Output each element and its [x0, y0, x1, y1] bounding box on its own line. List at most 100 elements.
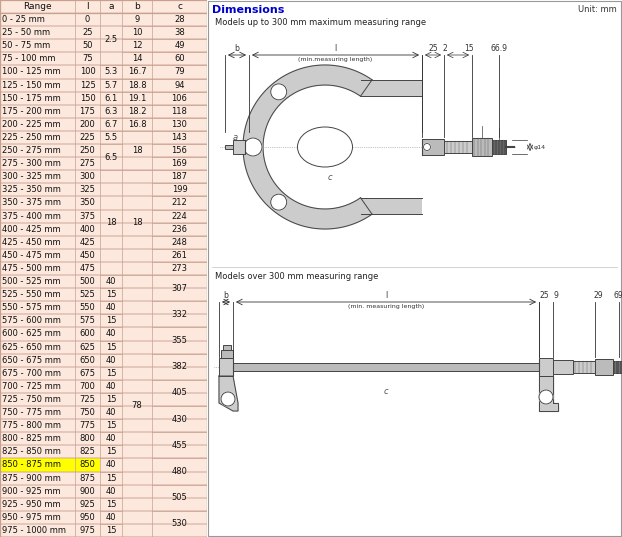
Text: 800 - 825 mm: 800 - 825 mm	[2, 434, 61, 443]
Text: 60: 60	[174, 54, 185, 63]
Text: c: c	[177, 2, 182, 11]
Circle shape	[221, 392, 235, 406]
Text: 975 - 1000 mm: 975 - 1000 mm	[2, 526, 66, 535]
Text: 40: 40	[106, 330, 116, 338]
Text: 750 - 775 mm: 750 - 775 mm	[2, 408, 61, 417]
Text: 925 - 950 mm: 925 - 950 mm	[2, 500, 60, 509]
Text: 25: 25	[539, 291, 549, 300]
Text: 75 - 100 mm: 75 - 100 mm	[2, 54, 55, 63]
Text: 38: 38	[174, 28, 185, 37]
Text: 15: 15	[106, 474, 116, 483]
Text: 224: 224	[172, 212, 187, 221]
Text: Unit: mm: Unit: mm	[578, 5, 617, 14]
Text: 18.2: 18.2	[128, 107, 146, 116]
Text: 16.7: 16.7	[128, 68, 146, 76]
Text: 455: 455	[172, 441, 187, 450]
Text: 625: 625	[80, 343, 95, 352]
Polygon shape	[219, 376, 238, 411]
Text: 15: 15	[106, 526, 116, 535]
Text: 150: 150	[80, 93, 95, 103]
Text: 18: 18	[132, 218, 142, 227]
Text: 16.8: 16.8	[128, 120, 146, 129]
Text: 200 - 225 mm: 200 - 225 mm	[2, 120, 60, 129]
Text: (min.measuring length): (min.measuring length)	[299, 57, 373, 62]
Text: 15: 15	[106, 369, 116, 378]
Text: 2.5: 2.5	[104, 35, 118, 43]
Text: 25: 25	[428, 44, 438, 53]
Text: c: c	[328, 172, 332, 182]
Bar	[539, 358, 553, 376]
Text: 15: 15	[464, 44, 474, 53]
Text: 525 - 550 mm: 525 - 550 mm	[2, 290, 60, 299]
Text: 40: 40	[106, 408, 116, 417]
Text: 875 - 900 mm: 875 - 900 mm	[2, 474, 61, 483]
Text: 79: 79	[174, 68, 185, 76]
Text: 505: 505	[172, 493, 187, 502]
Text: 550: 550	[80, 303, 95, 312]
Text: 78: 78	[132, 402, 142, 410]
Text: 775 - 800 mm: 775 - 800 mm	[2, 421, 61, 430]
Text: 25: 25	[82, 28, 93, 37]
Text: a: a	[226, 358, 231, 366]
Text: 0: 0	[85, 15, 90, 24]
Text: 50: 50	[82, 41, 93, 50]
Text: 575 - 600 mm: 575 - 600 mm	[2, 316, 61, 325]
Text: 15: 15	[106, 343, 116, 352]
Bar	[223, 345, 231, 350]
Text: 75: 75	[82, 54, 93, 63]
Text: 40: 40	[106, 382, 116, 391]
Text: 15: 15	[106, 395, 116, 404]
Text: b: b	[234, 44, 239, 53]
Text: 675 - 700 mm: 675 - 700 mm	[2, 369, 61, 378]
Text: 475: 475	[80, 264, 95, 273]
Text: l: l	[335, 44, 337, 53]
Text: 9: 9	[134, 15, 139, 24]
Text: φ14: φ14	[534, 144, 546, 149]
Text: 675: 675	[80, 369, 96, 378]
Text: 66.9: 66.9	[491, 44, 508, 53]
Text: 450 - 475 mm: 450 - 475 mm	[2, 251, 61, 260]
Text: Models over 300 mm measuring range: Models over 300 mm measuring range	[215, 272, 378, 281]
Text: 100 - 125 mm: 100 - 125 mm	[2, 68, 60, 76]
Text: 25 - 50 mm: 25 - 50 mm	[2, 28, 50, 37]
Text: 875: 875	[80, 474, 96, 483]
Text: 332: 332	[172, 310, 187, 319]
Text: 650: 650	[80, 355, 95, 365]
Text: 261: 261	[172, 251, 187, 260]
Text: 2: 2	[443, 44, 447, 53]
Text: 430: 430	[172, 415, 187, 424]
Bar	[221, 350, 233, 358]
Bar	[422, 139, 444, 155]
Text: 236: 236	[172, 224, 187, 234]
Text: 125 - 150 mm: 125 - 150 mm	[2, 81, 60, 90]
Bar	[444, 141, 472, 153]
Text: 275 - 300 mm: 275 - 300 mm	[2, 159, 61, 168]
Text: 94: 94	[174, 81, 185, 90]
Text: 40: 40	[106, 460, 116, 469]
Text: 325: 325	[80, 185, 95, 194]
Text: 15: 15	[106, 421, 116, 430]
Text: 143: 143	[172, 133, 187, 142]
Text: 500 - 525 mm: 500 - 525 mm	[2, 277, 60, 286]
Text: b: b	[134, 2, 140, 11]
Bar	[219, 358, 233, 376]
Bar	[492, 140, 506, 154]
Bar	[0, 459, 100, 471]
Text: 6.3: 6.3	[104, 107, 118, 116]
Text: 273: 273	[172, 264, 187, 273]
Text: 600 - 625 mm: 600 - 625 mm	[2, 330, 61, 338]
Text: 10: 10	[132, 28, 142, 37]
Text: 400 - 425 mm: 400 - 425 mm	[2, 224, 60, 234]
Text: a: a	[233, 133, 238, 142]
Text: 325 - 350 mm: 325 - 350 mm	[2, 185, 61, 194]
Text: 5.7: 5.7	[104, 81, 118, 90]
Text: a: a	[108, 2, 114, 11]
Text: b: b	[223, 291, 228, 300]
Text: 625 - 650 mm: 625 - 650 mm	[2, 343, 61, 352]
Text: 250 - 275 mm: 250 - 275 mm	[2, 146, 61, 155]
Text: 50 - 75 mm: 50 - 75 mm	[2, 41, 50, 50]
Text: 40: 40	[106, 277, 116, 286]
Text: l: l	[86, 2, 89, 11]
Text: 14: 14	[132, 54, 142, 63]
Text: 40: 40	[106, 355, 116, 365]
